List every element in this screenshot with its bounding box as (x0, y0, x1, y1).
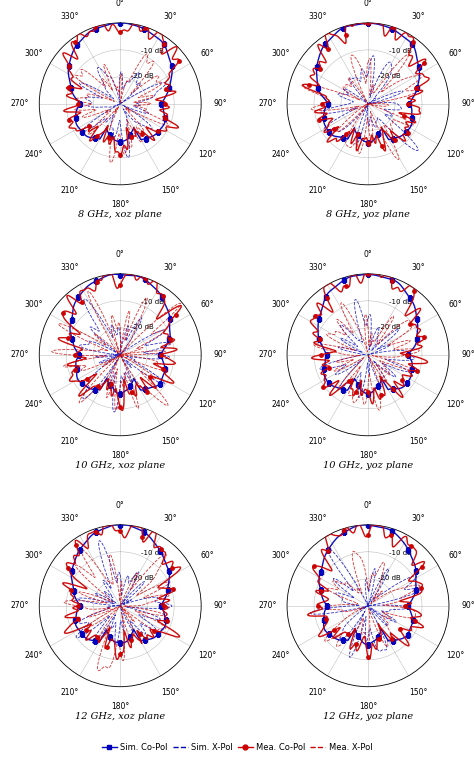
Title: 8 GHz, xoz plane: 8 GHz, xoz plane (78, 210, 162, 219)
Title: 10 GHz, xoz plane: 10 GHz, xoz plane (75, 461, 165, 470)
Title: 12 GHz, xoz plane: 12 GHz, xoz plane (75, 712, 165, 721)
Title: 8 GHz, yoz plane: 8 GHz, yoz plane (326, 210, 410, 219)
Legend: Sim. Co-Pol, Sim. X-Pol, Mea. Co-Pol, Mea. X-Pol: Sim. Co-Pol, Sim. X-Pol, Mea. Co-Pol, Me… (99, 739, 375, 755)
Title: 12 GHz, yoz plane: 12 GHz, yoz plane (323, 712, 413, 721)
Title: 10 GHz, yoz plane: 10 GHz, yoz plane (323, 461, 413, 470)
